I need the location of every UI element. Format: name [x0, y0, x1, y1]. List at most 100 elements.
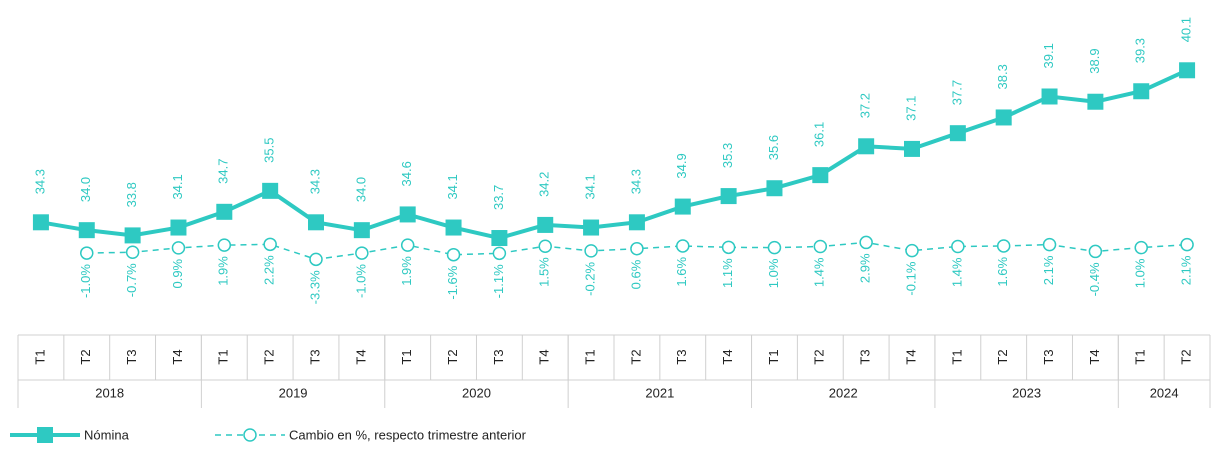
marker	[813, 239, 828, 254]
data-label: 38.9	[1087, 48, 1102, 73]
x-tick-label: T3	[491, 349, 506, 364]
data-label: -0.7%	[124, 263, 139, 297]
data-label: -1.1%	[491, 264, 506, 298]
data-label: 34.1	[170, 174, 185, 199]
x-tick-label: T1	[583, 349, 598, 364]
data-label: 36.1	[812, 122, 827, 147]
marker	[399, 206, 416, 223]
group-label: 2019	[279, 385, 308, 400]
x-tick-label: T2	[78, 349, 93, 364]
x-tick-label: T2	[812, 349, 827, 364]
data-label: 40.1	[1179, 17, 1194, 42]
data-label: 33.8	[124, 182, 139, 207]
marker	[491, 230, 508, 247]
marker	[124, 227, 141, 244]
marker	[492, 246, 507, 261]
marker	[949, 125, 966, 142]
x-tick-label: T3	[858, 349, 873, 364]
x-tick-label: T1	[216, 349, 231, 364]
data-label: -1.6%	[445, 265, 460, 299]
data-label: 33.7	[491, 185, 506, 210]
marker	[32, 214, 49, 231]
data-label: 1.5%	[537, 257, 552, 287]
series-line	[40, 68, 1188, 241]
legend-label: Nómina	[84, 427, 130, 442]
x-tick-label: T1	[949, 349, 964, 364]
x-tick-label: T1	[399, 349, 414, 364]
marker	[812, 167, 829, 184]
marker	[125, 245, 140, 259]
marker	[1042, 237, 1057, 252]
x-tick-label: T4	[353, 349, 368, 364]
data-label: -1.0%	[353, 264, 368, 298]
marker	[858, 138, 875, 155]
data-label: 1.0%	[1133, 258, 1148, 288]
data-label: 34.6	[399, 161, 414, 186]
marker	[400, 238, 415, 252]
marker	[996, 239, 1011, 253]
marker	[216, 203, 233, 220]
marker	[1134, 240, 1148, 255]
marker	[583, 219, 600, 236]
data-label: 1.4%	[812, 257, 827, 287]
data-label: 39.1	[1041, 43, 1056, 68]
data-label: 2.2%	[262, 255, 277, 285]
marker	[951, 239, 965, 254]
data-label: 1.9%	[399, 256, 414, 286]
data-label: 1.6%	[674, 257, 689, 287]
data-label: 34.9	[674, 153, 689, 178]
x-tick-label: T2	[445, 349, 460, 364]
marker	[353, 222, 370, 239]
data-label: 1.1%	[720, 258, 735, 288]
data-label: 38.3	[995, 64, 1010, 89]
data-label: 39.3	[1133, 38, 1148, 63]
x-tick-label: T2	[628, 349, 643, 364]
marker	[263, 237, 277, 252]
marker	[676, 239, 690, 253]
data-label: 34.7	[216, 159, 231, 184]
marker	[537, 216, 554, 233]
data-label: -3.3%	[307, 270, 322, 304]
data-label: 2.1%	[1179, 255, 1194, 285]
marker	[446, 247, 461, 262]
data-label: 0.9%	[170, 258, 185, 288]
marker	[445, 219, 462, 236]
data-label: 34.2	[537, 172, 552, 197]
data-label: 34.0	[78, 177, 93, 202]
marker	[904, 140, 920, 157]
data-label: 1.6%	[995, 257, 1010, 287]
marker	[767, 240, 782, 255]
marker	[171, 241, 186, 255]
marker	[995, 109, 1012, 126]
marker	[1179, 62, 1196, 79]
data-label: -0.1%	[903, 261, 918, 295]
group-label: 2021	[645, 385, 674, 400]
marker	[355, 246, 369, 260]
marker	[721, 240, 736, 255]
marker	[1087, 93, 1104, 110]
data-label: 1.4%	[949, 257, 964, 287]
data-label: 37.7	[949, 80, 964, 105]
marker	[309, 252, 323, 267]
marker	[905, 243, 919, 258]
data-label: 37.2	[858, 93, 873, 118]
x-tick-label: T4	[1087, 349, 1102, 364]
marker	[584, 244, 598, 258]
marker	[1180, 237, 1194, 252]
data-label: 35.6	[766, 135, 781, 160]
data-label: -0.4%	[1087, 262, 1102, 296]
marker	[720, 188, 737, 205]
legend-marker	[37, 427, 53, 443]
x-tick-label: T4	[170, 349, 185, 364]
data-label: 35.3	[720, 143, 735, 168]
marker	[1088, 244, 1103, 259]
data-label: 34.1	[583, 174, 598, 199]
x-tick-label: T3	[674, 349, 689, 364]
marker	[78, 222, 95, 239]
marker	[217, 238, 232, 252]
data-label: -0.2%	[583, 261, 598, 295]
data-label: 1.0%	[766, 258, 781, 288]
data-label: 37.1	[903, 96, 918, 121]
x-tick-label: T3	[124, 349, 139, 364]
